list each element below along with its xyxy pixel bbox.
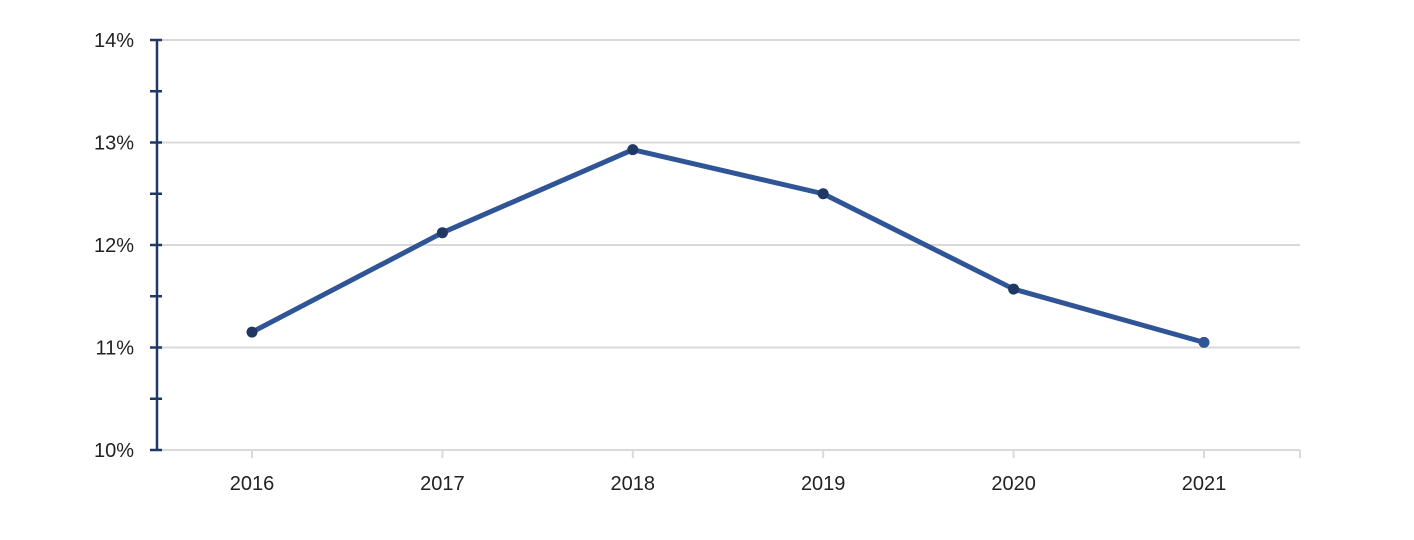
data-point [627, 144, 639, 156]
data-point [1008, 283, 1020, 295]
y-axis [150, 38, 162, 452]
y-tick-label: 13% [94, 133, 134, 155]
x-tick-label: 2021 [1182, 473, 1227, 495]
data-point [246, 326, 258, 338]
x-tick-label: 2019 [801, 473, 846, 495]
gridlines [157, 39, 1300, 349]
data-point [436, 227, 448, 239]
series-group [246, 144, 1210, 348]
x-tick-label: 2016 [230, 473, 275, 495]
y-tick-label: 10% [94, 440, 134, 462]
x-tick-label: 2018 [611, 473, 656, 495]
data-point [817, 188, 829, 200]
data-point [1198, 336, 1210, 348]
x-tick-label: 2017 [420, 473, 465, 495]
tick-labels: 10% 11% 12% 13% 14% 2016 2017 2018 2019 2020 2021 [94, 30, 1226, 495]
y-tick-label: 11% [95, 338, 134, 360]
series-line [249, 147, 1207, 345]
y-tick-label: 14% [94, 30, 134, 52]
x-axis [157, 449, 1301, 458]
y-tick-label: 12% [94, 235, 134, 257]
x-tick-label: 2020 [991, 473, 1036, 495]
